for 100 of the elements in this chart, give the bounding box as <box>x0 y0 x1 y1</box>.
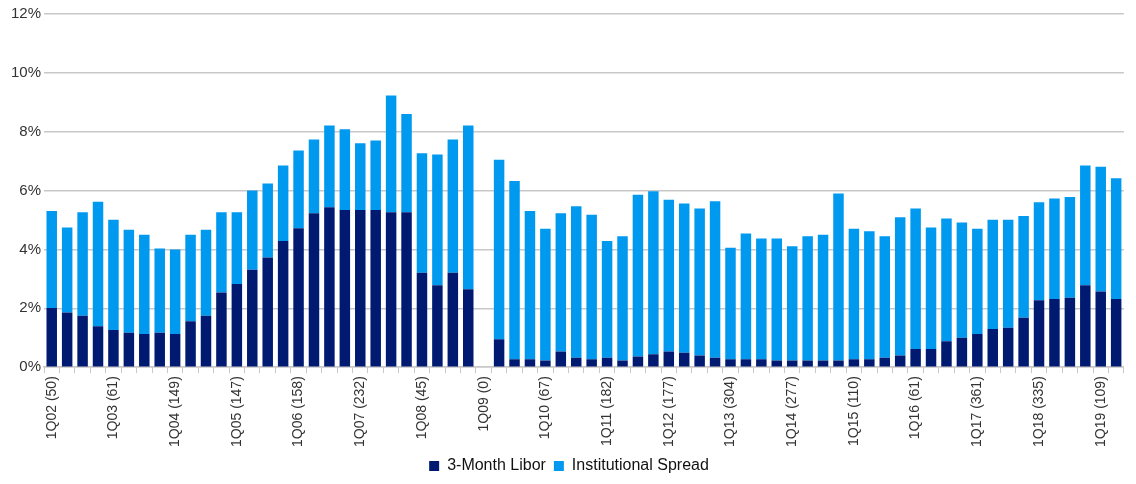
bar <box>92 201 104 327</box>
y-tick-label: 2% <box>19 298 42 316</box>
x-tick-label: 1Q05 (147) <box>227 376 244 448</box>
bar <box>277 165 289 241</box>
bar <box>678 203 690 353</box>
x-tick-label: 1Q19 (109) <box>1091 376 1108 448</box>
x-tick-label: 1Q13 (304) <box>721 376 738 448</box>
bar <box>154 332 165 367</box>
bar <box>139 333 150 367</box>
x-tick-label: 1Q15 (110) <box>844 376 861 446</box>
bar <box>956 222 968 338</box>
x-tick-label: 1Q17 (361) <box>968 376 985 448</box>
bar <box>154 248 165 333</box>
bar <box>678 352 690 367</box>
bar <box>169 333 181 367</box>
bar <box>1018 317 1029 367</box>
bar <box>617 360 628 367</box>
x-tick-label: 1Q09 (0) <box>474 376 491 432</box>
bar <box>756 238 767 360</box>
bar <box>540 360 551 367</box>
x-tick-label: 1Q06 (158) <box>289 376 306 448</box>
bar <box>709 201 721 358</box>
bar <box>123 229 135 333</box>
bar <box>756 359 767 367</box>
bar <box>925 348 937 367</box>
bar <box>277 240 289 367</box>
y-tick-label: 8% <box>19 121 42 139</box>
bar <box>987 219 998 329</box>
bar <box>586 214 597 360</box>
bar <box>1064 297 1076 367</box>
bar <box>139 234 150 334</box>
bar <box>848 228 860 360</box>
bar <box>802 360 813 367</box>
bar <box>324 125 335 208</box>
bar <box>894 355 906 367</box>
bar <box>61 227 73 313</box>
bar <box>355 210 366 367</box>
bar <box>447 272 459 367</box>
bar <box>570 206 582 358</box>
bar <box>92 326 104 367</box>
bar <box>200 229 212 316</box>
bar <box>247 190 258 270</box>
bar <box>894 217 906 356</box>
bar <box>231 283 243 367</box>
legend-label: Institutional Spread <box>571 456 709 474</box>
bar <box>308 213 320 367</box>
bar <box>1064 197 1076 298</box>
legend-label: 3-Month Libor <box>447 456 547 474</box>
bar <box>231 212 243 284</box>
bar <box>648 191 659 355</box>
bar <box>339 129 351 211</box>
bar <box>262 183 273 258</box>
bar <box>1049 198 1060 299</box>
bar <box>385 212 397 367</box>
bar <box>555 213 567 352</box>
bar <box>617 236 628 361</box>
bar <box>1110 178 1122 299</box>
bar <box>169 249 181 334</box>
bar <box>385 95 397 213</box>
bar <box>370 210 381 367</box>
bar <box>941 218 952 342</box>
bar <box>972 228 983 334</box>
bar <box>740 233 752 360</box>
bar <box>293 228 304 367</box>
bar <box>1002 219 1014 328</box>
bar <box>293 150 304 229</box>
bar <box>956 337 968 367</box>
bar <box>833 193 844 361</box>
bar <box>648 354 659 367</box>
bar <box>1080 165 1091 286</box>
bar <box>447 139 459 273</box>
bar <box>786 246 798 361</box>
bar <box>524 359 536 367</box>
bar <box>864 359 875 367</box>
bar <box>540 228 551 361</box>
bar <box>694 355 705 367</box>
bar <box>432 285 443 367</box>
y-tick-label: 6% <box>19 180 42 198</box>
y-tick-label: 4% <box>19 239 42 257</box>
bar <box>46 210 57 309</box>
x-tick-label: 1Q07 (232) <box>351 376 368 448</box>
x-tick-label: 1Q08 (45) <box>412 376 429 440</box>
bar <box>416 272 428 367</box>
bar <box>771 360 783 367</box>
bar <box>941 341 952 367</box>
bar <box>401 212 412 367</box>
bar <box>925 227 937 349</box>
x-tick-label: 1Q11 (182) <box>597 376 614 446</box>
bar <box>817 360 829 367</box>
bar <box>185 234 196 322</box>
bar <box>493 159 505 340</box>
bar <box>185 321 196 367</box>
bar <box>524 210 536 360</box>
x-tick-label: 1Q12 (177) <box>659 376 676 448</box>
bar <box>1002 327 1014 367</box>
bar <box>555 351 567 367</box>
bar <box>771 238 783 361</box>
bar <box>725 247 736 360</box>
bar <box>432 154 443 286</box>
bar <box>123 332 135 367</box>
